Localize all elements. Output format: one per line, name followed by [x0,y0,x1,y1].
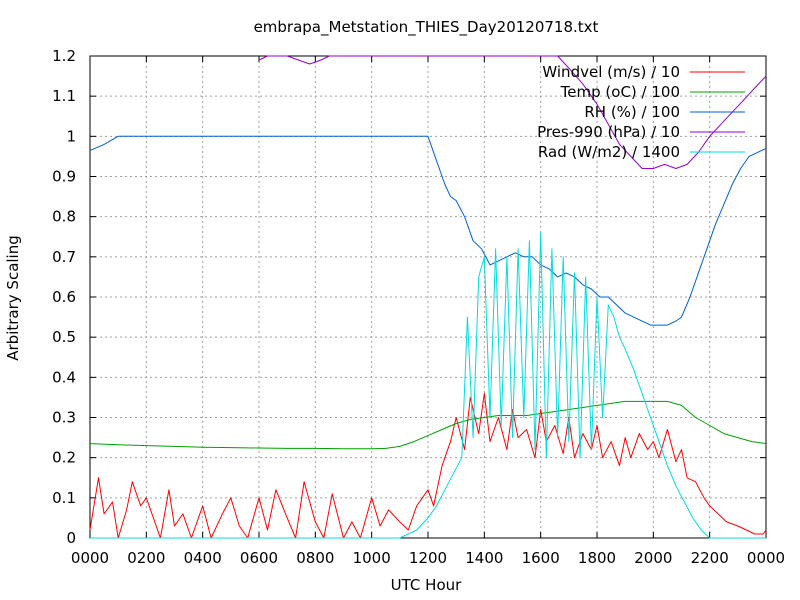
x-tick-label: 1600 [522,549,560,567]
series-line-rad-w-m2-1400 [90,232,766,539]
y-tick-label: 0.4 [52,368,76,386]
legend-label: Temp (oC) / 100 [560,83,680,101]
y-tick-label: 0.3 [52,409,76,427]
x-tick-label: 2200 [691,549,729,567]
y-tick-label: 0.7 [52,248,76,266]
legend: Windvel (m/s) / 10 Temp (oC) / 100 RH (%) … [537,63,745,161]
y-tick-label: 0.5 [52,328,76,346]
y-tick-label: 1.1 [52,87,76,105]
x-tick-label: 0000 [71,549,109,567]
x-tick-label: 1200 [409,549,447,567]
y-axis-label: Arbitrary Scaling [4,235,22,361]
x-tick-label: 0600 [240,549,278,567]
y-tick-label: 0.9 [52,168,76,186]
legend-label: Pres-990 (hPa) / 10 [537,123,680,141]
x-tick-label: 0800 [296,549,334,567]
chart-title: embrapa_Metstation_THIES_Day20120718.txt [254,18,599,37]
y-tick-label: 0.6 [52,288,76,306]
y-tick-label: 1 [66,127,76,145]
x-axis-label: UTC Hour [391,576,462,594]
y-tick-label: 0.8 [52,208,76,226]
series-line-temp-oc-100 [89,400,767,450]
x-tick-label: 2000 [634,549,672,567]
legend-label: Rad (W/m2) / 1400 [538,143,680,161]
y-tick-label: 0 [66,529,76,547]
legend-label: Windvel (m/s) / 10 [542,63,680,81]
y-tick-label: 1.2 [52,47,76,65]
legend-label: RH (%) / 100 [584,103,680,121]
x-tick-label: 0400 [184,549,222,567]
x-tick-label: 0200 [127,549,165,567]
y-tick-label: 0.2 [52,449,76,467]
x-tick-label: 0000 [747,549,785,567]
x-tick-labels: 0000 0200 0400 0600 0800 1000 1200 1400 1600 1800… [71,549,785,567]
x-tick-label: 1800 [578,549,616,567]
series-lines [89,55,767,539]
series-line-pres-990-hpa-10 [258,55,767,169]
y-tick-labels: 0 0.1 0.2 0.3 0.4 0.5 0.6 0.7 0.8 0.9 1 1.1 1.2 [52,47,76,547]
series-line-windvel-m-s-10 [89,392,767,539]
x-tick-label: 1000 [353,549,391,567]
y-tick-label: 0.1 [52,489,76,507]
series-line-rh-100 [89,135,767,326]
x-tick-label: 1400 [465,549,503,567]
